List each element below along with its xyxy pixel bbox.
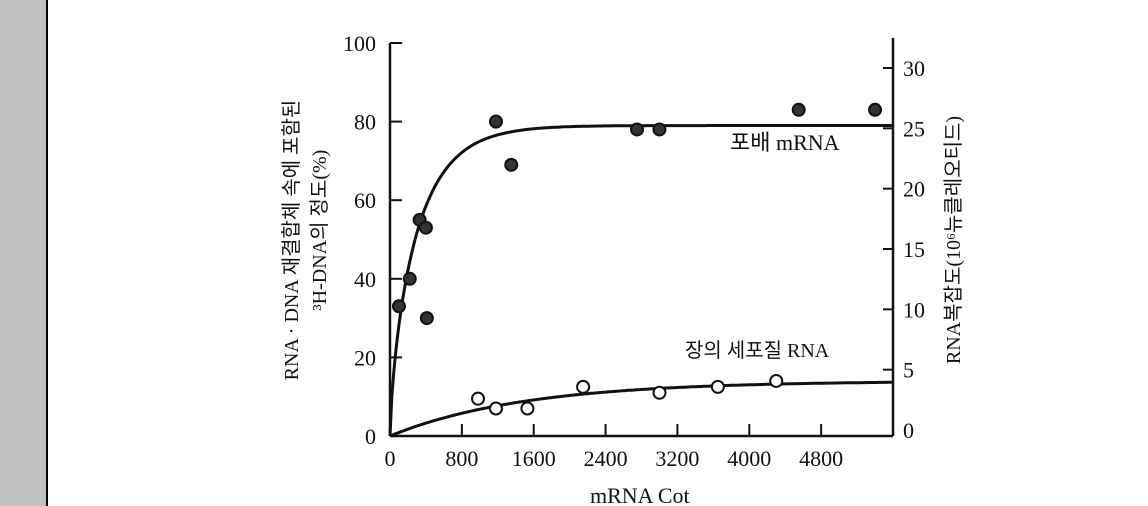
- y2-tick-label: 0: [903, 418, 914, 443]
- data-point-blastula-mrna: [504, 157, 519, 172]
- x-tick-label: 0: [385, 446, 396, 471]
- series-label-blastula-mrna: 포배 mRNA: [730, 130, 840, 155]
- x-tick-label: 4000: [727, 446, 771, 471]
- x-tick-label: 800: [445, 446, 478, 471]
- y-axis-label-line1: RNA · DNA 재결합체 속에 포함된: [280, 100, 303, 381]
- y2-tick-label: 30: [903, 56, 925, 81]
- data-point-blastula-mrna: [652, 122, 667, 137]
- data-point-intestine-rna: [520, 401, 535, 416]
- series-label-intestine-rna: 장의 세포질 RNA: [685, 339, 830, 362]
- fit-curve-intestine-rna: [389, 380, 893, 438]
- y2-tick-label: 15: [903, 237, 925, 262]
- data-point-blastula-mrna: [791, 102, 806, 117]
- y-tick-label: 20: [354, 345, 376, 370]
- y2-tick-label: 10: [903, 297, 925, 322]
- x-tick-label: 2400: [584, 446, 628, 471]
- y2-tick-label: 5: [903, 358, 914, 383]
- data-point-blastula-mrna: [630, 122, 645, 137]
- y-tick-label: 60: [354, 188, 376, 213]
- x-tick-label: 1600: [512, 446, 556, 471]
- data-point-intestine-rna: [710, 379, 725, 394]
- data-point-intestine-rna: [769, 373, 784, 388]
- y-tick-label: 40: [354, 267, 376, 292]
- data-point-blastula-mrna: [419, 311, 434, 326]
- x-tick-label: 4800: [799, 446, 843, 471]
- data-point-intestine-rna: [576, 379, 591, 394]
- y2-tick-label: 25: [903, 116, 925, 141]
- data-point-intestine-rna: [652, 385, 667, 400]
- left-panel: [0, 0, 48, 506]
- data-point-intestine-rna: [488, 401, 503, 416]
- x-axis-label: mRNA Cot: [590, 483, 690, 506]
- y2-tick-label: 20: [903, 177, 925, 202]
- data-point-blastula-mrna: [391, 299, 406, 314]
- y-tick-label: 0: [365, 424, 376, 449]
- y-tick-label: 80: [354, 110, 376, 135]
- data-point-intestine-rna: [471, 391, 486, 406]
- y-axis-label-line2: ³H-DNA의 정도(%): [308, 150, 331, 311]
- data-point-blastula-mrna: [402, 271, 417, 286]
- data-point-blastula-mrna: [418, 220, 433, 235]
- data-point-blastula-mrna: [488, 114, 503, 129]
- y2-axis-label: RNA복잡도(10⁶뉴클레오티드): [942, 116, 965, 364]
- data-point-blastula-mrna: [868, 102, 883, 117]
- y-tick-label: 100: [343, 31, 376, 56]
- x-tick-label: 3200: [655, 446, 699, 471]
